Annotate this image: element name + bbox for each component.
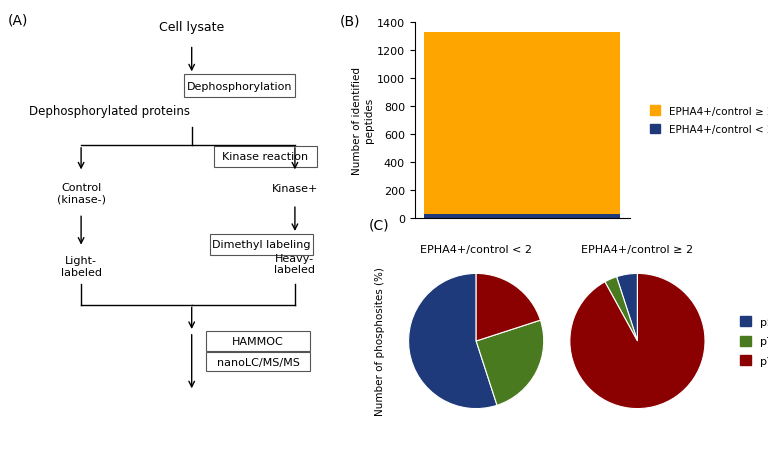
Text: HAMMOC: HAMMOC	[232, 336, 284, 346]
Text: Control
(kinase-): Control (kinase-)	[57, 182, 106, 204]
Wedge shape	[476, 320, 544, 405]
FancyBboxPatch shape	[207, 352, 310, 371]
Text: Heavy-
labeled: Heavy- labeled	[274, 253, 316, 275]
Text: Dephosphorylated proteins: Dephosphorylated proteins	[29, 105, 190, 118]
Legend: EPHA4+/control ≥ 2, EPHA4+/control < 2: EPHA4+/control ≥ 2, EPHA4+/control < 2	[646, 102, 768, 139]
Text: Kinase+: Kinase+	[272, 184, 318, 194]
Wedge shape	[476, 274, 541, 341]
Wedge shape	[617, 274, 637, 341]
Text: (A): (A)	[8, 14, 28, 28]
Text: (C): (C)	[369, 218, 389, 233]
Title: EPHA4+/control < 2: EPHA4+/control < 2	[420, 245, 532, 255]
Title: EPHA4+/control ≥ 2: EPHA4+/control ≥ 2	[581, 245, 694, 255]
Text: nanoLC/MS/MS: nanoLC/MS/MS	[217, 357, 300, 367]
Wedge shape	[409, 274, 497, 409]
Text: Dephosphorylation: Dephosphorylation	[187, 81, 293, 91]
Text: Kinase reaction: Kinase reaction	[223, 152, 309, 162]
FancyBboxPatch shape	[214, 147, 317, 167]
FancyBboxPatch shape	[184, 75, 295, 98]
Wedge shape	[605, 277, 637, 341]
Wedge shape	[570, 274, 705, 409]
Text: Dimethyl labeling: Dimethyl labeling	[213, 240, 311, 250]
Legend: pS, pT, pY: pS, pT, pY	[736, 312, 768, 371]
Text: Light-
labeled: Light- labeled	[61, 255, 101, 277]
Y-axis label: Number of identified
peptides: Number of identified peptides	[353, 67, 374, 174]
Text: Number of phosphosites (%): Number of phosphosites (%)	[375, 267, 386, 415]
FancyBboxPatch shape	[210, 235, 313, 255]
Text: Cell lysate: Cell lysate	[159, 21, 224, 34]
FancyBboxPatch shape	[207, 332, 310, 351]
Text: (B): (B)	[339, 15, 360, 29]
Bar	[425, 214, 620, 218]
